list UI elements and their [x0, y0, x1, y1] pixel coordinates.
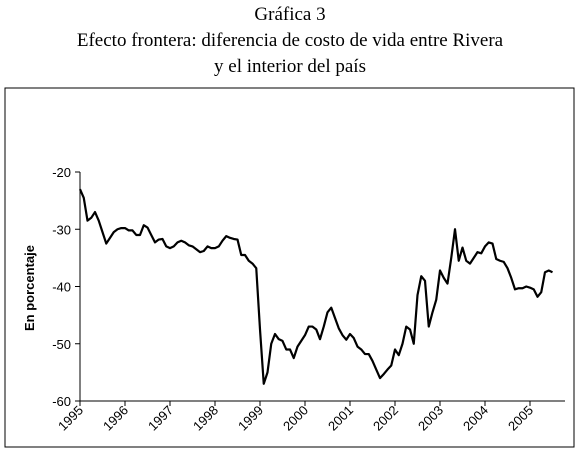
chart-subtitle: Efecto frontera: diferencia de costo de …	[77, 30, 504, 51]
data-line	[78, 188, 553, 385]
y-tick-label: -50	[52, 337, 71, 352]
x-tick-label: 1997	[145, 403, 176, 434]
chart-subtitle: y el interior del país	[214, 56, 366, 77]
x-tick-label: 2005	[505, 403, 536, 434]
x-tick-label: 1996	[100, 403, 131, 434]
frame	[4, 87, 575, 448]
y-tick-label: -30	[52, 222, 71, 237]
x-tick-label: 2002	[370, 403, 401, 434]
x-tick-label: 2000	[280, 403, 311, 434]
x-tick-label: 2003	[415, 403, 446, 434]
x-tick-label: 1998	[190, 403, 221, 434]
x-tick-label: 2004	[460, 403, 491, 434]
y-tick-label: -20	[52, 165, 71, 180]
x-tick-label: 2001	[325, 403, 356, 434]
y-tick-label: -40	[52, 280, 71, 295]
y-tick-label: -60	[52, 394, 71, 409]
x-tick-label: 1999	[235, 403, 266, 434]
y-axis-label: En porcentaje	[22, 245, 37, 331]
chart-title: Gráfica 3	[254, 4, 325, 25]
